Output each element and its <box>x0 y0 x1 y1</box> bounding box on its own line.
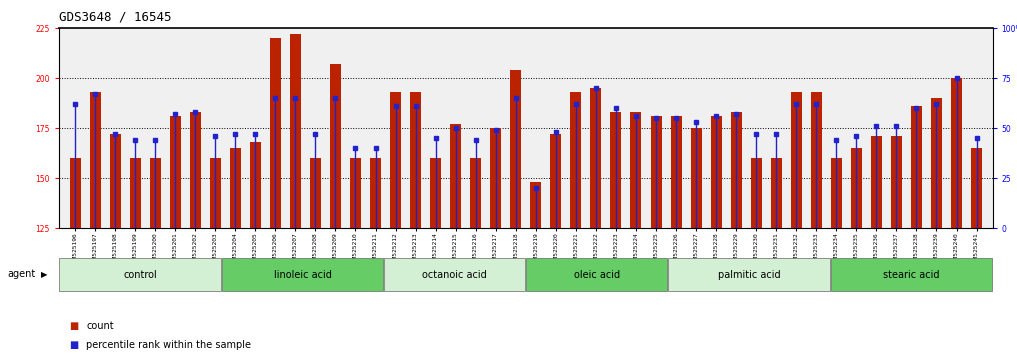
Bar <box>791 92 801 228</box>
Bar <box>350 158 361 228</box>
Bar <box>911 106 922 228</box>
Text: ■: ■ <box>69 321 78 331</box>
Bar <box>222 258 383 291</box>
Text: ■: ■ <box>69 340 78 350</box>
Bar <box>110 134 121 228</box>
Text: oleic acid: oleic acid <box>574 270 620 280</box>
Bar <box>190 112 200 228</box>
Bar <box>170 116 181 228</box>
Text: control: control <box>123 270 157 280</box>
Text: octanoic acid: octanoic acid <box>422 270 487 280</box>
Bar <box>691 129 702 228</box>
Bar <box>210 158 221 228</box>
Bar <box>384 258 526 291</box>
Bar <box>751 158 762 228</box>
Bar <box>511 70 522 228</box>
Bar <box>89 92 101 228</box>
Bar <box>370 158 381 228</box>
Bar <box>730 112 741 228</box>
Bar <box>631 112 642 228</box>
Text: linoleic acid: linoleic acid <box>274 270 332 280</box>
Bar <box>530 182 541 228</box>
Bar <box>59 258 221 291</box>
Bar <box>851 148 861 228</box>
Text: palmitic acid: palmitic acid <box>718 270 780 280</box>
Bar <box>490 129 501 228</box>
Bar <box>290 34 301 228</box>
Text: ▶: ▶ <box>41 270 47 279</box>
Bar <box>971 148 982 228</box>
Bar <box>668 258 830 291</box>
Bar <box>129 158 140 228</box>
Bar <box>310 158 321 228</box>
Text: GDS3648 / 16545: GDS3648 / 16545 <box>59 11 172 24</box>
Bar <box>330 64 341 228</box>
Bar <box>230 148 241 228</box>
Text: count: count <box>86 321 114 331</box>
Bar <box>811 92 822 228</box>
Bar <box>871 136 882 228</box>
Bar <box>250 142 260 228</box>
Bar <box>149 158 161 228</box>
Bar <box>610 112 621 228</box>
Bar <box>270 38 281 228</box>
Text: agent: agent <box>7 269 36 279</box>
Bar <box>451 124 461 228</box>
Bar <box>571 92 582 228</box>
Bar <box>831 258 993 291</box>
Bar <box>891 136 902 228</box>
Text: percentile rank within the sample: percentile rank within the sample <box>86 340 251 350</box>
Bar <box>591 88 601 228</box>
Bar <box>526 258 667 291</box>
Bar <box>470 158 481 228</box>
Bar <box>69 158 80 228</box>
Bar <box>670 116 681 228</box>
Bar <box>831 158 842 228</box>
Bar <box>711 116 722 228</box>
Bar <box>430 158 441 228</box>
Bar <box>931 98 942 228</box>
Bar <box>550 134 561 228</box>
Bar <box>391 92 401 228</box>
Bar <box>951 78 962 228</box>
Bar <box>651 116 661 228</box>
Bar <box>771 158 782 228</box>
Text: stearic acid: stearic acid <box>883 270 940 280</box>
Bar <box>410 92 421 228</box>
